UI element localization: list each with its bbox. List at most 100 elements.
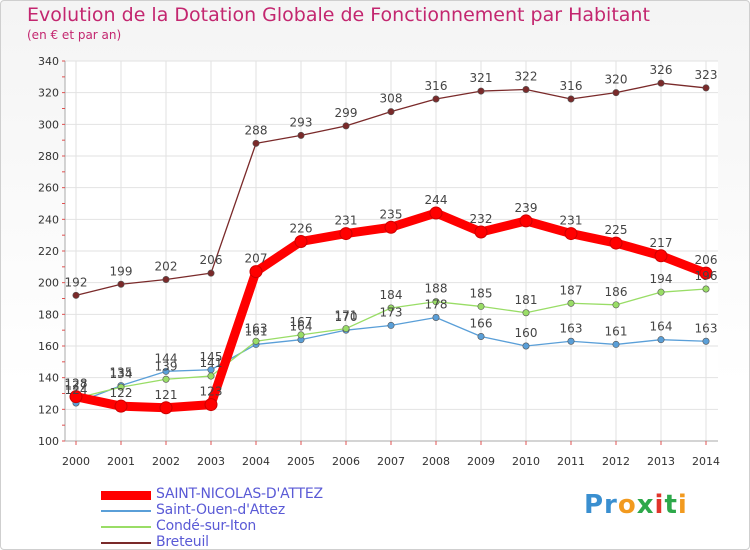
legend-swatch bbox=[101, 510, 151, 512]
data-label: 217 bbox=[650, 236, 673, 250]
labels-breteuil: 192 199 202 206 288 293 299 308 316 321 322 316 320 3… bbox=[65, 63, 718, 289]
data-label: 184 bbox=[380, 288, 403, 302]
data-label: 122 bbox=[110, 386, 133, 400]
y-tick-label: 340 bbox=[38, 55, 59, 68]
data-point-conde-sur-iton bbox=[207, 372, 215, 380]
data-point-breteuil bbox=[387, 108, 395, 116]
x-tick-label: 2013 bbox=[647, 455, 675, 468]
data-point-breteuil bbox=[612, 89, 620, 97]
data-label: 167 bbox=[290, 315, 313, 329]
labels-conde-sur-iton: 127 134 139 141 163 167 171 184 188 185 181 187 186 1… bbox=[65, 269, 718, 392]
legend-label: Saint-Ouen-d'Attez bbox=[156, 502, 285, 518]
data-label: 207 bbox=[245, 252, 268, 266]
data-point-conde-sur-iton bbox=[387, 304, 395, 312]
data-point-saint-nicolas bbox=[159, 401, 173, 415]
series-lines bbox=[69, 79, 713, 415]
x-tick-label: 2000 bbox=[62, 455, 90, 468]
x-tick-label: 2002 bbox=[152, 455, 180, 468]
data-label: 202 bbox=[155, 260, 178, 274]
data-point-breteuil bbox=[297, 131, 305, 139]
data-point-conde-sur-iton bbox=[612, 301, 620, 309]
data-point-breteuil bbox=[567, 95, 575, 103]
data-label: 128 bbox=[65, 377, 88, 391]
data-point-conde-sur-iton bbox=[702, 285, 710, 293]
data-label: 171 bbox=[335, 309, 358, 323]
data-point-saint-nicolas bbox=[69, 390, 83, 404]
data-point-saint-nicolas bbox=[204, 398, 218, 412]
data-label: 322 bbox=[515, 70, 538, 84]
data-point-saint-nicolas bbox=[249, 265, 263, 279]
x-tick-label: 2008 bbox=[422, 455, 450, 468]
data-point-breteuil bbox=[477, 87, 485, 95]
legend-label: SAINT-NICOLAS-D'ATTEZ bbox=[156, 486, 323, 502]
y-tick-label: 240 bbox=[38, 213, 59, 226]
data-point-saint-nicolas bbox=[429, 206, 443, 220]
data-label: 192 bbox=[65, 275, 88, 289]
data-label: 308 bbox=[380, 92, 403, 106]
x-tick-label: 2014 bbox=[692, 455, 720, 468]
data-point-saint-ouen bbox=[657, 336, 665, 344]
data-point-saint-nicolas bbox=[519, 214, 533, 228]
data-point-conde-sur-iton bbox=[162, 375, 170, 383]
data-label: 135 bbox=[110, 366, 133, 380]
legend-swatch bbox=[101, 542, 151, 544]
data-label: 326 bbox=[650, 63, 673, 77]
data-point-saint-nicolas bbox=[294, 235, 308, 248]
data-label: 321 bbox=[470, 71, 493, 85]
data-label: 186 bbox=[605, 285, 628, 299]
data-point-breteuil bbox=[342, 122, 350, 130]
data-point-saint-ouen bbox=[162, 367, 170, 375]
data-point-breteuil bbox=[702, 84, 710, 92]
data-point-conde-sur-iton bbox=[117, 383, 125, 391]
data-label: 206 bbox=[695, 253, 718, 267]
data-point-breteuil bbox=[72, 291, 80, 299]
data-label: 139 bbox=[155, 359, 178, 373]
axes: 100 120 140 160 180 200 220 240 260 280 300 320 340 2… bbox=[38, 55, 720, 468]
data-label: 141 bbox=[200, 356, 223, 370]
x-tick-label: 2004 bbox=[242, 455, 270, 468]
data-label: 121 bbox=[155, 388, 178, 402]
series-breteuil bbox=[72, 79, 710, 299]
data-label: 316 bbox=[560, 79, 583, 93]
proxiti-logo: Proxiti bbox=[584, 490, 688, 520]
x-tick-label: 2007 bbox=[377, 455, 405, 468]
data-label: 178 bbox=[425, 298, 448, 312]
y-tick-label: 320 bbox=[38, 87, 59, 100]
grid bbox=[65, 60, 718, 442]
y-tick-label: 220 bbox=[38, 245, 59, 258]
data-point-saint-ouen bbox=[612, 340, 620, 348]
data-label: 225 bbox=[605, 223, 628, 237]
data-point-conde-sur-iton bbox=[432, 298, 440, 306]
chart-subtitle: (en € et par an) bbox=[27, 28, 122, 42]
data-point-conde-sur-iton bbox=[657, 288, 665, 296]
x-tick-label: 2003 bbox=[197, 455, 225, 468]
data-label: 160 bbox=[515, 326, 538, 340]
y-tick-label: 160 bbox=[38, 340, 59, 353]
y-tick-label: 260 bbox=[38, 182, 59, 195]
data-point-saint-nicolas bbox=[564, 227, 578, 241]
data-point-saint-nicolas bbox=[384, 220, 398, 234]
data-point-conde-sur-iton bbox=[522, 309, 530, 317]
data-label: 164 bbox=[290, 320, 313, 334]
data-point-saint-nicolas bbox=[339, 227, 353, 241]
x-tick-label: 2011 bbox=[557, 455, 585, 468]
data-label: 163 bbox=[245, 321, 268, 335]
data-point-conde-sur-iton bbox=[252, 337, 260, 345]
data-label: 235 bbox=[380, 207, 403, 221]
x-tick-label: 2010 bbox=[512, 455, 540, 468]
data-point-saint-ouen bbox=[477, 332, 485, 340]
data-point-saint-ouen bbox=[702, 337, 710, 345]
data-label: 181 bbox=[515, 293, 538, 307]
data-point-saint-nicolas bbox=[114, 399, 128, 413]
x-tick-label: 2009 bbox=[467, 455, 495, 468]
data-label: 144 bbox=[155, 351, 178, 365]
data-point-saint-ouen bbox=[567, 337, 575, 345]
data-point-saint-nicolas bbox=[609, 236, 623, 250]
data-point-breteuil bbox=[432, 95, 440, 103]
data-point-saint-ouen bbox=[522, 342, 530, 350]
data-point-conde-sur-iton bbox=[342, 325, 350, 333]
data-label: 185 bbox=[470, 286, 493, 300]
x-tick-label: 2001 bbox=[107, 455, 135, 468]
data-label: 161 bbox=[245, 324, 268, 338]
